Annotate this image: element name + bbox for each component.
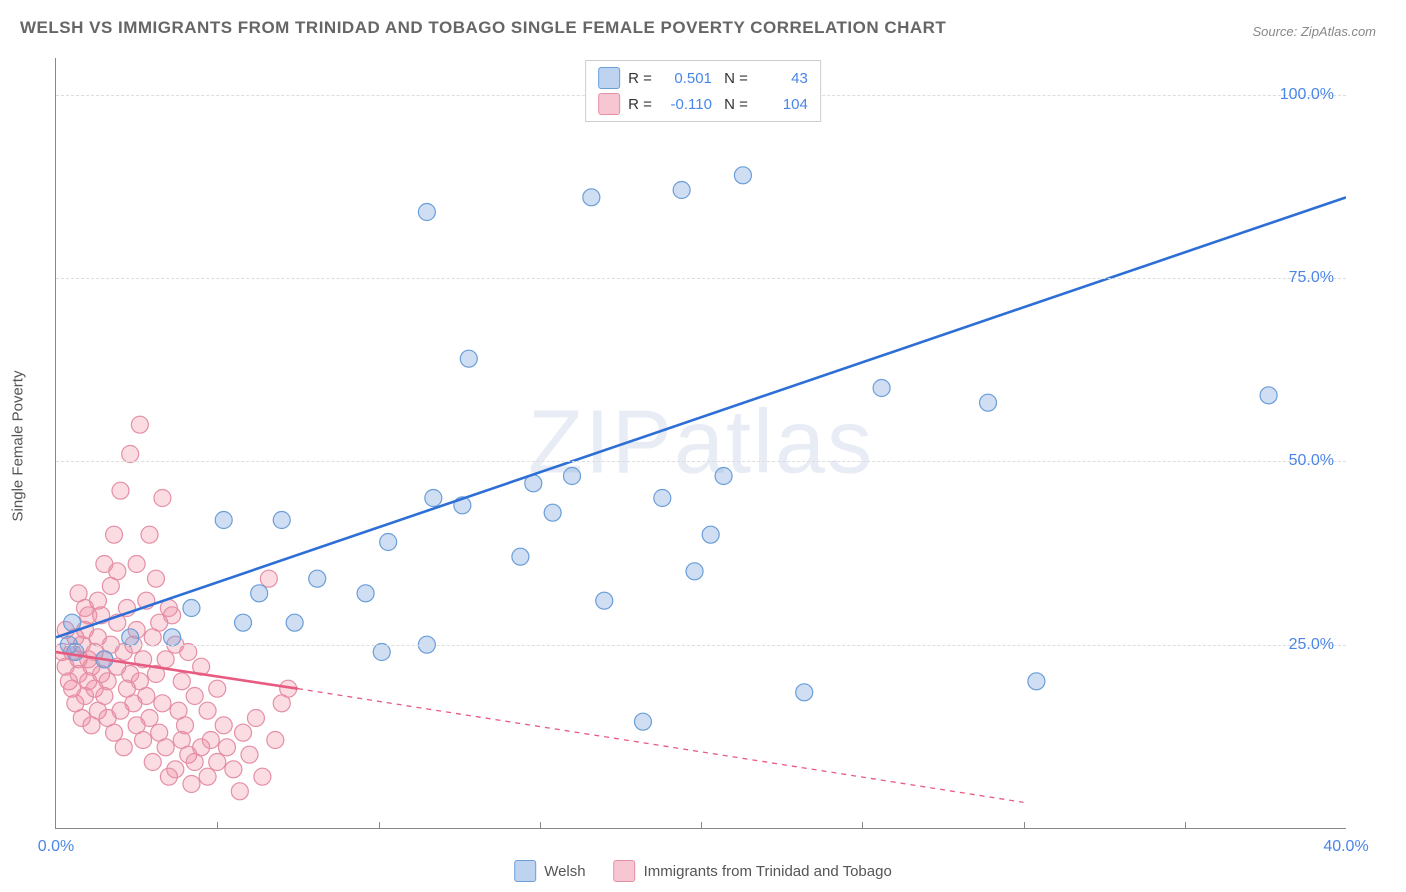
- n-value-2: 104: [756, 96, 808, 113]
- gridline: [56, 645, 1346, 646]
- legend-item-1: Welsh: [514, 860, 585, 882]
- y-tick-label: 50.0%: [1289, 452, 1334, 470]
- r-value-1: 0.501: [660, 70, 712, 87]
- chart-svg: [56, 58, 1346, 828]
- swatch-blue: [514, 860, 536, 882]
- swatch-blue: [598, 67, 620, 89]
- gridline: [56, 278, 1346, 279]
- plot-area: ZIPatlas 25.0%50.0%75.0%100.0%0.0%40.0%: [55, 58, 1346, 829]
- swatch-pink: [614, 860, 636, 882]
- chart-container: WELSH VS IMMIGRANTS FROM TRINIDAD AND TO…: [0, 0, 1406, 892]
- x-minor-tick: [540, 822, 541, 828]
- swatch-pink: [598, 93, 620, 115]
- x-minor-tick: [701, 822, 702, 828]
- x-minor-tick: [1185, 822, 1186, 828]
- n-label: N =: [720, 96, 748, 113]
- gridline: [56, 461, 1346, 462]
- legend-label-2: Immigrants from Trinidad and Tobago: [644, 863, 892, 880]
- y-tick-label: 100.0%: [1280, 86, 1334, 104]
- r-value-2: -0.110: [660, 96, 712, 113]
- x-minor-tick: [862, 822, 863, 828]
- n-label: N =: [720, 70, 748, 87]
- y-axis-label: Single Female Poverty: [10, 371, 27, 522]
- stats-row-2: R = -0.110 N = 104: [598, 91, 808, 117]
- y-tick-label: 25.0%: [1289, 636, 1334, 654]
- x-tick-label: 0.0%: [38, 838, 74, 856]
- watermark: ZIPatlas: [528, 392, 874, 495]
- n-value-1: 43: [756, 70, 808, 87]
- legend-item-2: Immigrants from Trinidad and Tobago: [614, 860, 892, 882]
- r-label: R =: [628, 96, 652, 113]
- stats-row-1: R = 0.501 N = 43: [598, 65, 808, 91]
- r-label: R =: [628, 70, 652, 87]
- x-minor-tick: [217, 822, 218, 828]
- stats-legend-box: R = 0.501 N = 43 R = -0.110 N = 104: [585, 60, 821, 122]
- x-minor-tick: [1024, 822, 1025, 828]
- x-tick-label: 40.0%: [1323, 838, 1368, 856]
- legend-bottom: Welsh Immigrants from Trinidad and Tobag…: [514, 860, 892, 882]
- y-tick-label: 75.0%: [1289, 269, 1334, 287]
- chart-title: WELSH VS IMMIGRANTS FROM TRINIDAD AND TO…: [20, 18, 946, 38]
- legend-label-1: Welsh: [544, 863, 585, 880]
- x-minor-tick: [379, 822, 380, 828]
- source-label: Source: ZipAtlas.com: [1252, 24, 1376, 39]
